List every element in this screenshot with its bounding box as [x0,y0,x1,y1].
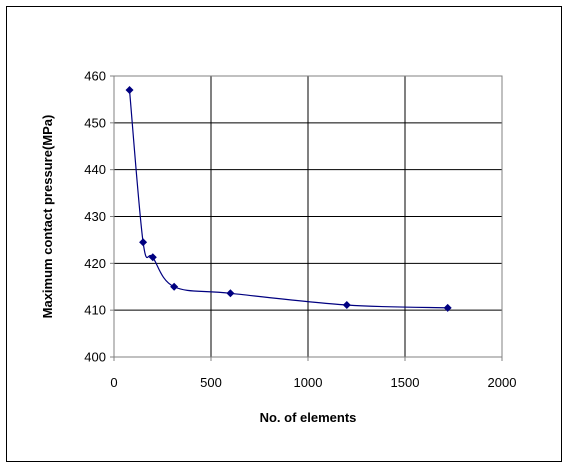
data-point-marker [139,238,148,247]
chart-frame [6,6,562,462]
x-axis-tick-labels: 0 500 1000 1500 2000 [110,357,516,390]
x-tick-label: 1500 [391,375,420,390]
x-tick-label: 2000 [488,375,517,390]
y-tick-label: 400 [84,350,106,365]
y-tick-label: 410 [84,303,106,318]
y-tick-label: 420 [84,256,106,271]
data-point-markers [125,86,452,312]
data-point-marker [125,86,134,95]
y-tick-label: 450 [84,115,106,130]
grid-lines [114,76,502,357]
x-tick-label: 0 [110,375,117,390]
data-point-marker [170,282,179,291]
x-tick-label: 1000 [294,375,323,390]
y-axis-tick-labels: 400 410 420 430 440 450 460 [84,69,114,365]
data-point-marker [443,303,452,312]
y-tick-label: 460 [84,69,106,84]
data-point-marker [226,289,235,298]
data-point-marker [148,253,157,262]
x-axis-title: No. of elements [260,410,357,425]
y-axis-title: Maximum contact pressure(MPa) [40,115,55,319]
y-tick-label: 440 [84,162,106,177]
data-point-marker [342,301,351,310]
y-tick-label: 430 [84,209,106,224]
x-tick-label: 500 [200,375,222,390]
